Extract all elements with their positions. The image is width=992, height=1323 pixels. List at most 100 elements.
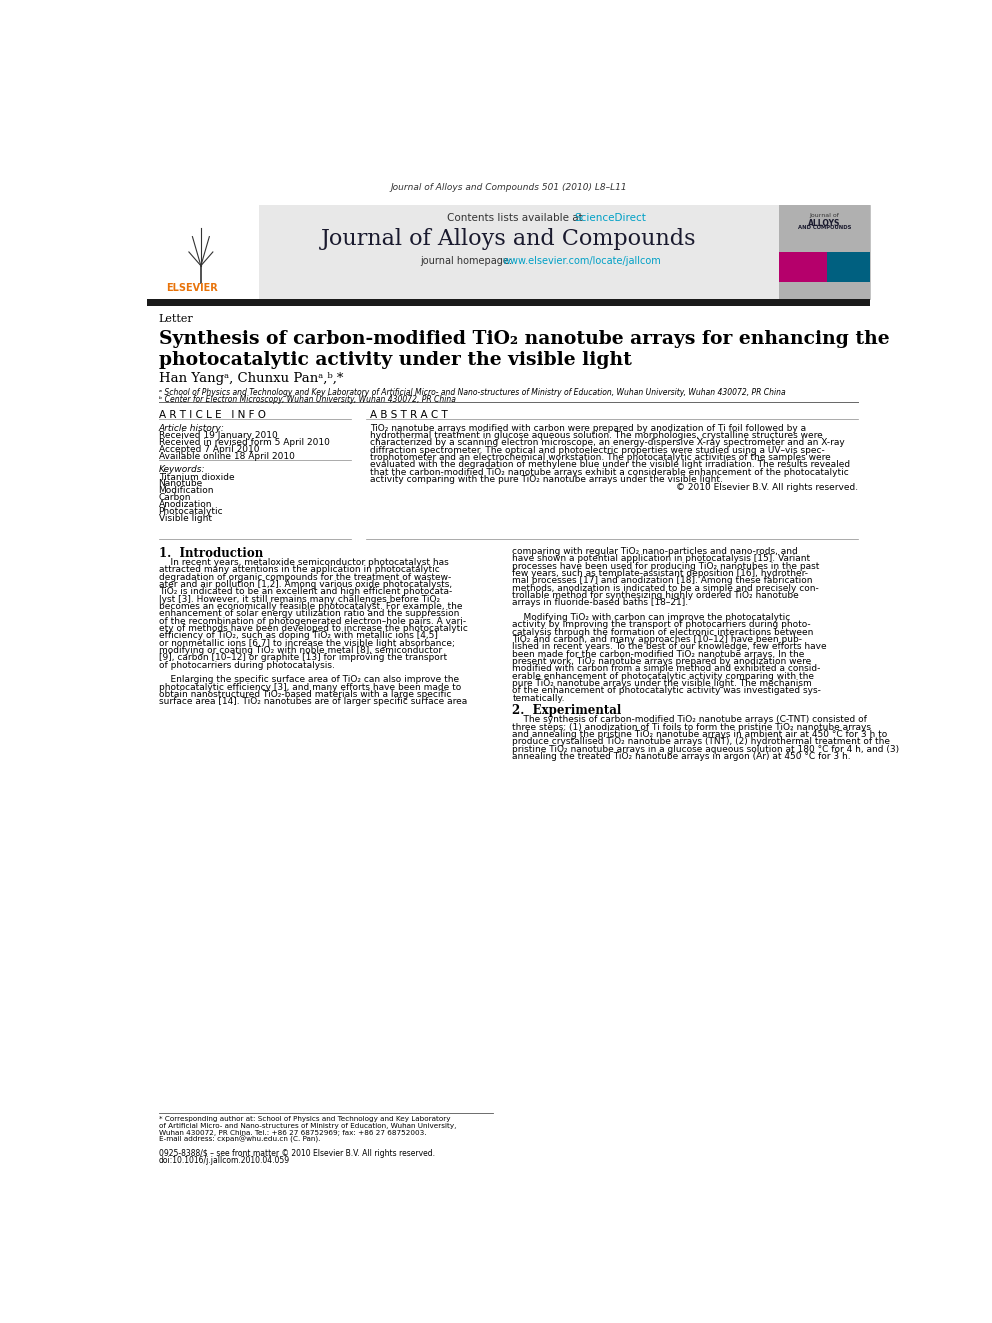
Text: Visible light: Visible light xyxy=(159,515,211,523)
Text: comparing with regular TiO₂ nano-particles and nano-rods, and: comparing with regular TiO₂ nano-particl… xyxy=(512,546,798,556)
Text: Letter: Letter xyxy=(159,314,193,324)
Text: pure TiO₂ nanotube arrays under the visible light. The mechanism: pure TiO₂ nanotube arrays under the visi… xyxy=(512,679,812,688)
Text: processes have been used for producing TiO₂ nanotubes in the past: processes have been used for producing T… xyxy=(512,561,819,570)
Text: Modification: Modification xyxy=(159,487,214,495)
Text: ety of methods have been developed to increase the photocatalytic: ety of methods have been developed to in… xyxy=(159,624,467,634)
Text: Han Yangᵃ, Chunxu Panᵃ,ᵇ,*: Han Yangᵃ, Chunxu Panᵃ,ᵇ,* xyxy=(159,372,343,385)
Text: Journal of Alloys and Compounds 501 (2010) L8–L11: Journal of Alloys and Compounds 501 (201… xyxy=(390,183,627,192)
Text: characterized by a scanning electron microscope, an energy-dispersive X-ray spec: characterized by a scanning electron mic… xyxy=(370,438,845,447)
Text: www.elsevier.com/locate/jallcom: www.elsevier.com/locate/jallcom xyxy=(503,255,662,266)
Text: been made for the carbon-modified TiO₂ nanotube arrays. In the: been made for the carbon-modified TiO₂ n… xyxy=(512,650,805,659)
Text: Article history:: Article history: xyxy=(159,423,224,433)
Text: diffraction spectrometer. The optical and photoelectric properties were studied : diffraction spectrometer. The optical an… xyxy=(370,446,824,455)
Text: 0925-8388/$ – see front matter © 2010 Elsevier B.V. All rights reserved.: 0925-8388/$ – see front matter © 2010 El… xyxy=(159,1148,434,1158)
Text: ALLOYS: ALLOYS xyxy=(808,218,840,228)
Text: evaluated with the degradation of methylene blue under the visible light irradia: evaluated with the degradation of methyl… xyxy=(370,460,850,470)
Text: © 2010 Elsevier B.V. All rights reserved.: © 2010 Elsevier B.V. All rights reserved… xyxy=(677,483,858,492)
Text: activity by improving the transport of photocarriers during photo-: activity by improving the transport of p… xyxy=(512,620,810,630)
Text: photocatalytic activity under the visible light: photocatalytic activity under the visibl… xyxy=(159,352,632,369)
Text: of Artificial Micro- and Nano-structures of Ministry of Education, Wuhan Univers: of Artificial Micro- and Nano-structures… xyxy=(159,1123,456,1129)
Text: Journal of Alloys and Compounds: Journal of Alloys and Compounds xyxy=(320,228,696,250)
Text: Synthesis of carbon-modified TiO₂ nanotube arrays for enhancing the: Synthesis of carbon-modified TiO₂ nanotu… xyxy=(159,329,889,348)
Text: produce crystallised TiO₂ nanotube arrays (TNT), (2) hydrothermal treatment of t: produce crystallised TiO₂ nanotube array… xyxy=(512,737,890,746)
Text: of photocarriers during photocatalysis.: of photocarriers during photocatalysis. xyxy=(159,660,334,669)
Text: surface area [14]. TiO₂ nanotubes are of larger specific surface area: surface area [14]. TiO₂ nanotubes are of… xyxy=(159,697,467,706)
Text: few years, such as template-assistant deposition [16], hydrother-: few years, such as template-assistant de… xyxy=(512,569,808,578)
Text: degradation of organic compounds for the treatment of wastew-: degradation of organic compounds for the… xyxy=(159,573,450,582)
Text: pristine TiO₂ nanotube arrays in a glucose aqueous solution at 180 °C for 4 h, a: pristine TiO₂ nanotube arrays in a gluco… xyxy=(512,745,900,754)
Text: Available online 18 April 2010: Available online 18 April 2010 xyxy=(159,452,295,462)
Text: Keywords:: Keywords: xyxy=(159,466,205,475)
Text: efficiency of TiO₂, such as doping TiO₂ with metallic ions [4,5]: efficiency of TiO₂, such as doping TiO₂ … xyxy=(159,631,437,640)
Text: 2.  Experimental: 2. Experimental xyxy=(512,704,622,717)
Text: journal homepage:: journal homepage: xyxy=(420,255,515,266)
Text: TiO₂ and carbon, and many approaches [10–12] have been pub-: TiO₂ and carbon, and many approaches [10… xyxy=(512,635,803,644)
Text: tematically.: tematically. xyxy=(512,693,564,703)
Text: that the carbon-modified TiO₂ nanotube arrays exhibit a considerable enhancement: that the carbon-modified TiO₂ nanotube a… xyxy=(370,467,849,476)
Text: methods, anodization is indicated to be a simple and precisely con-: methods, anodization is indicated to be … xyxy=(512,583,819,593)
Text: 1.  Introduction: 1. Introduction xyxy=(159,546,263,560)
Text: catalysis through the formation of electronic interactions between: catalysis through the formation of elect… xyxy=(512,627,813,636)
Text: TiO₂ nanotube arrays modified with carbon were prepared by anodization of Ti foi: TiO₂ nanotube arrays modified with carbo… xyxy=(370,423,806,433)
Text: Enlarging the specific surface area of TiO₂ can also improve the: Enlarging the specific surface area of T… xyxy=(159,676,458,684)
Text: present work, TiO₂ nanotube arrays prepared by anodization were: present work, TiO₂ nanotube arrays prepa… xyxy=(512,658,811,665)
Text: Journal of: Journal of xyxy=(809,213,839,218)
FancyBboxPatch shape xyxy=(779,205,870,253)
FancyBboxPatch shape xyxy=(779,253,826,282)
Text: obtain nanostructured TiO₂-based materials with a large specific: obtain nanostructured TiO₂-based materia… xyxy=(159,691,451,699)
Text: lyst [3]. However, it still remains many challenges before TiO₂: lyst [3]. However, it still remains many… xyxy=(159,595,439,603)
Text: Wuhan 430072, PR China. Tel.: +86 27 68752969; fax: +86 27 68752003.: Wuhan 430072, PR China. Tel.: +86 27 687… xyxy=(159,1130,427,1135)
Text: AND COMPOUNDS: AND COMPOUNDS xyxy=(798,225,851,230)
Text: of the recombination of photogenerated electron–hole pairs. A vari-: of the recombination of photogenerated e… xyxy=(159,617,465,626)
Text: modifying or coating TiO₂ with noble metal [8], semiconductor: modifying or coating TiO₂ with noble met… xyxy=(159,646,441,655)
Text: three steps: (1) anodization of Ti foils to form the pristine TiO₂ nanotube arra: three steps: (1) anodization of Ti foils… xyxy=(512,722,871,732)
Text: E-mail address: cxpan@whu.edu.cn (C. Pan).: E-mail address: cxpan@whu.edu.cn (C. Pan… xyxy=(159,1136,320,1143)
Text: [9], carbon [10–12] or graphite [13] for improving the transport: [9], carbon [10–12] or graphite [13] for… xyxy=(159,654,446,663)
Text: In recent years, metaloxide semiconductor photocatalyst has: In recent years, metaloxide semiconducto… xyxy=(159,558,448,568)
FancyBboxPatch shape xyxy=(147,205,259,299)
Text: TiO₂ is indicated to be an excellent and high efficient photocata-: TiO₂ is indicated to be an excellent and… xyxy=(159,587,451,597)
Text: arrays in fluoride-based baths [18–21].: arrays in fluoride-based baths [18–21]. xyxy=(512,598,688,607)
Text: * Corresponding author at: School of Physics and Technology and Key Laboratory: * Corresponding author at: School of Phy… xyxy=(159,1117,450,1122)
Text: have shown a potential application in photocatalysis [15]. Variant: have shown a potential application in ph… xyxy=(512,554,810,564)
Text: Titanium dioxide: Titanium dioxide xyxy=(159,472,234,482)
Text: The synthesis of carbon-modified TiO₂ nanotube arrays (C-TNT) consisted of: The synthesis of carbon-modified TiO₂ na… xyxy=(512,716,867,724)
Text: ELSEVIER: ELSEVIER xyxy=(167,283,218,294)
Text: lished in recent years. To the best of our knowledge, few efforts have: lished in recent years. To the best of o… xyxy=(512,642,827,651)
FancyBboxPatch shape xyxy=(779,282,870,299)
Text: mal processes [17] and anodization [18]. Among these fabrication: mal processes [17] and anodization [18].… xyxy=(512,577,812,585)
Text: erable enhancement of photocatalytic activity comparing with the: erable enhancement of photocatalytic act… xyxy=(512,672,814,680)
Text: trollable method for synthesizing highly ordered TiO₂ nanotube: trollable method for synthesizing highly… xyxy=(512,591,799,599)
FancyBboxPatch shape xyxy=(147,205,870,299)
FancyBboxPatch shape xyxy=(147,299,870,307)
Text: of the enhancement of photocatalytic activity was investigated sys-: of the enhancement of photocatalytic act… xyxy=(512,687,821,696)
Text: activity comparing with the pure TiO₂ nanotube arrays under the visible light.: activity comparing with the pure TiO₂ na… xyxy=(370,475,723,484)
Text: Accepted 7 April 2010: Accepted 7 April 2010 xyxy=(159,445,259,454)
Text: Nanotube: Nanotube xyxy=(159,479,202,488)
Text: Contents lists available at: Contents lists available at xyxy=(446,213,586,222)
Text: Received 19 January 2010: Received 19 January 2010 xyxy=(159,431,278,439)
Text: ᵃ School of Physics and Technology and Key Laboratory of Artificial Micro- and N: ᵃ School of Physics and Technology and K… xyxy=(159,388,786,397)
Text: A B S T R A C T: A B S T R A C T xyxy=(370,410,447,421)
Text: trophotometer and an electrochemical workstation. The photocatalytic activities : trophotometer and an electrochemical wor… xyxy=(370,452,830,462)
Text: doi:10.1016/j.jallcom.2010.04.059: doi:10.1016/j.jallcom.2010.04.059 xyxy=(159,1156,290,1166)
Text: Anodization: Anodization xyxy=(159,500,212,509)
Text: attracted many attentions in the application in photocatalytic: attracted many attentions in the applica… xyxy=(159,565,439,574)
Text: Modifying TiO₂ with carbon can improve the photocatalytic: Modifying TiO₂ with carbon can improve t… xyxy=(512,613,791,622)
Text: enhancement of solar energy utilization ratio and the suppression: enhancement of solar energy utilization … xyxy=(159,610,459,618)
FancyBboxPatch shape xyxy=(826,253,870,282)
Text: and annealing the pristine TiO₂ nanotube arrays in ambient air at 450 °C for 3 h: and annealing the pristine TiO₂ nanotube… xyxy=(512,730,888,738)
Text: modified with carbon from a simple method and exhibited a consid-: modified with carbon from a simple metho… xyxy=(512,664,820,673)
Text: ᵇ Center for Electron Microscopy, Wuhan University, Wuhan 430072, PR China: ᵇ Center for Electron Microscopy, Wuhan … xyxy=(159,396,455,404)
Text: or nonmetallic ions [6,7] to increase the visible light absorbance;: or nonmetallic ions [6,7] to increase th… xyxy=(159,639,454,648)
FancyBboxPatch shape xyxy=(779,205,870,299)
Text: ScienceDirect: ScienceDirect xyxy=(574,213,647,222)
Text: Carbon: Carbon xyxy=(159,493,191,503)
Text: annealing the treated TiO₂ nanotube arrays in argon (Ar) at 450 °C for 3 h.: annealing the treated TiO₂ nanotube arra… xyxy=(512,751,851,761)
Text: becomes an economically feasible photocatalyst. For example, the: becomes an economically feasible photoca… xyxy=(159,602,462,611)
Text: Received in revised form 5 April 2010: Received in revised form 5 April 2010 xyxy=(159,438,329,447)
Text: Photocatalytic: Photocatalytic xyxy=(159,507,223,516)
Text: hydrothermal treatment in glucose aqueous solution. The morphologies, crystallin: hydrothermal treatment in glucose aqueou… xyxy=(370,431,822,441)
Text: photocatalytic efficiency [3], and many efforts have been made to: photocatalytic efficiency [3], and many … xyxy=(159,683,461,692)
Text: A R T I C L E   I N F O: A R T I C L E I N F O xyxy=(159,410,266,421)
